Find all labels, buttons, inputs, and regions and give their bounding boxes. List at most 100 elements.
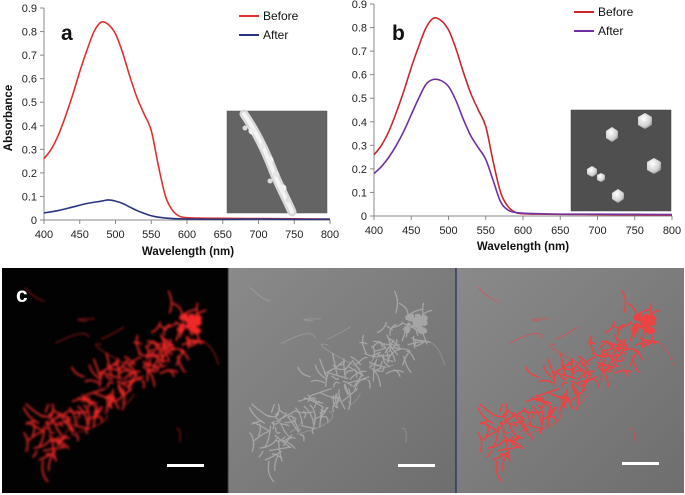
filament	[103, 372, 123, 380]
filament	[25, 403, 44, 418]
filament	[481, 431, 497, 442]
filament	[359, 341, 368, 345]
filament-knot	[421, 319, 428, 326]
filament	[566, 388, 574, 410]
chart-b-y-tick-label: 0.8	[352, 23, 367, 35]
filament	[105, 375, 113, 381]
chart-a-y-tick-label: 0.9	[22, 3, 37, 15]
filament	[361, 334, 367, 354]
filament	[45, 420, 56, 425]
filament	[122, 378, 142, 384]
filament	[48, 403, 55, 416]
filament	[189, 341, 199, 347]
filament	[163, 323, 171, 337]
chart-b-x-tick-label: 800	[663, 225, 681, 237]
chart-b-x-tick-label: 700	[588, 225, 606, 237]
filament	[87, 406, 102, 420]
filament-knot	[189, 324, 193, 328]
filament	[617, 323, 625, 336]
filament	[104, 396, 118, 406]
filament	[251, 403, 270, 418]
filament	[479, 403, 498, 418]
filament	[163, 348, 170, 362]
filament-strand	[143, 357, 169, 370]
filament	[106, 381, 114, 388]
filament	[541, 406, 556, 420]
chart-a-y-tick-label: 0.6	[22, 74, 37, 86]
filament-strand	[597, 357, 623, 370]
filament	[278, 407, 286, 415]
filament	[372, 340, 384, 348]
filament	[503, 411, 507, 420]
filament	[71, 397, 85, 402]
filament	[22, 406, 40, 424]
filament	[389, 323, 397, 336]
chart-b-x-tick-label: 550	[477, 225, 495, 237]
filament	[45, 453, 57, 459]
filament-knot	[638, 317, 645, 323]
filament	[314, 364, 328, 380]
chart-b-y-tick-label: 0	[361, 211, 367, 223]
filament	[343, 383, 350, 395]
filament	[372, 351, 382, 359]
micrograph-overlay	[456, 268, 684, 493]
filament-knot	[194, 314, 202, 322]
chart-a-legend-label: Before	[263, 9, 299, 23]
filament	[142, 361, 151, 369]
filament	[576, 378, 596, 384]
filament	[369, 361, 377, 369]
chart-b-y-tick-label: 0.9	[352, 0, 367, 11]
filament-knot	[192, 328, 199, 335]
chart-a-series-before-line	[43, 20, 331, 220]
filament-knot	[649, 319, 656, 326]
filament	[535, 394, 552, 404]
filament	[302, 410, 307, 419]
filament	[319, 358, 327, 378]
filament	[73, 433, 79, 442]
filament	[116, 380, 127, 387]
filament	[412, 335, 416, 349]
filament	[480, 421, 499, 433]
filament	[499, 453, 511, 459]
filament-strand	[65, 412, 76, 431]
filament-knot	[638, 325, 642, 329]
filament	[608, 353, 622, 363]
filament-strand	[63, 420, 78, 433]
filament-strand	[326, 326, 351, 340]
filament	[146, 358, 152, 382]
filament	[275, 410, 296, 422]
chart-a-legend-label: After	[263, 28, 288, 42]
filament	[85, 425, 89, 435]
filament	[275, 411, 279, 420]
chart-a-y-tick-label: 0.3	[22, 144, 37, 156]
filament	[167, 290, 173, 314]
filament	[275, 427, 281, 434]
filament	[67, 409, 88, 414]
chart-a-y-tick-label: 0.8	[22, 27, 37, 39]
filament	[154, 353, 168, 363]
filament-strand	[70, 410, 108, 435]
filament	[179, 350, 190, 361]
filament-strand	[121, 393, 135, 405]
chart-b-legend-label: Before	[598, 5, 634, 19]
filament	[281, 439, 296, 449]
filament	[643, 341, 653, 347]
chart-a-x-tick-label: 650	[214, 229, 232, 241]
filament	[589, 334, 595, 354]
filament	[284, 420, 297, 424]
filament-strand	[645, 340, 673, 366]
filament-strand	[289, 420, 303, 433]
filament-strand	[401, 428, 407, 443]
filament	[356, 356, 368, 365]
filament	[492, 425, 500, 448]
chart-b-x-tick-label: 500	[439, 225, 457, 237]
panel-label-c: c	[16, 284, 28, 307]
filament-strand	[303, 318, 322, 322]
filament	[499, 420, 510, 425]
filament-knot	[195, 319, 202, 326]
filament	[141, 379, 145, 389]
filament-knot	[420, 314, 428, 322]
filament	[252, 421, 271, 433]
filament-strand	[280, 333, 316, 344]
chart-b-axes: 0 0.1 0.2 0.3 0.4 0.5 0.6 0.7 0.8 0.9 400 450 500 550…	[352, 0, 681, 237]
